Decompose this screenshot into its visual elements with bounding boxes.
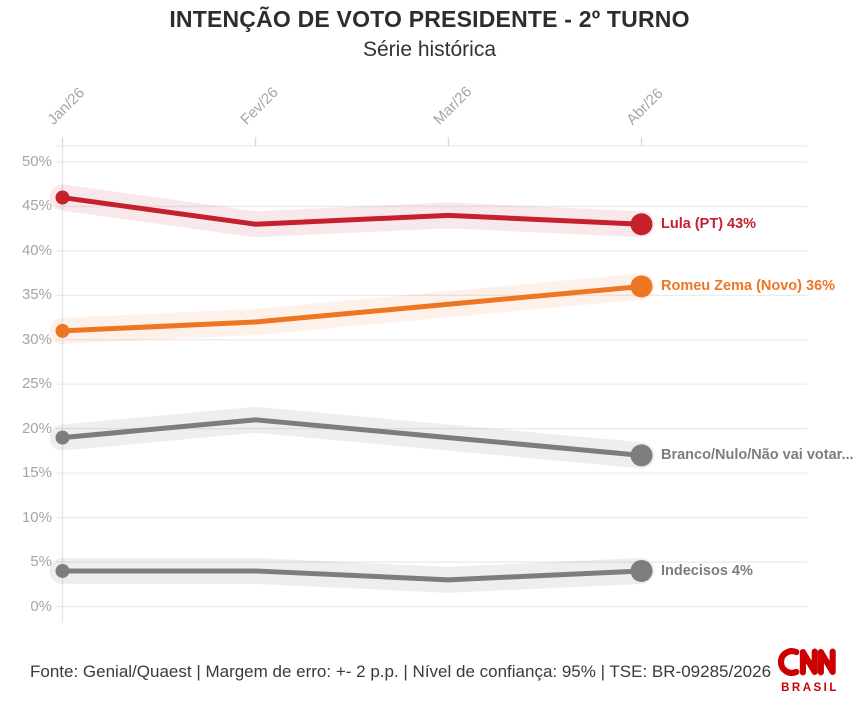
- series-end-label: Indecisos 4%: [661, 562, 753, 579]
- series-end-label: Branco/Nulo/Não vai votar...: [661, 447, 854, 464]
- series-end-dot: [630, 559, 653, 582]
- series-start-dot: [55, 323, 70, 338]
- series-line: [60, 568, 644, 583]
- y-axis-tick-label: 40%: [21, 241, 52, 259]
- series-end-dot: [630, 213, 653, 236]
- cnn-logo-icon: [777, 648, 836, 676]
- series-end-label: Romeu Zema (Novo) 36%: [661, 278, 836, 295]
- y-axis-tick-label: 5%: [30, 553, 52, 571]
- y-axis-tick-label: 35%: [21, 286, 52, 304]
- chart-title: INTENÇÃO DE VOTO PRESIDENTE - 2º TURNO: [169, 6, 690, 32]
- chart-subtitle: Série histórica: [362, 38, 497, 61]
- logo-brasil-text: BRASIL: [781, 682, 839, 694]
- y-axis-tick-label: 45%: [21, 197, 52, 215]
- series-start-dot: [55, 190, 70, 205]
- series-start-dot: [55, 430, 70, 445]
- y-axis-tick-label: 15%: [21, 464, 52, 482]
- y-axis-tick-label: 20%: [21, 419, 52, 437]
- cnn-brasil-logo: BRASIL: [774, 645, 846, 694]
- y-axis-tick-label: 10%: [21, 508, 52, 526]
- y-axis-tick-label: 25%: [21, 375, 52, 393]
- confidence-band: [49, 406, 655, 469]
- series-line: [60, 195, 644, 227]
- y-axis-tick-label: 50%: [21, 153, 52, 170]
- series-end-dot: [630, 275, 653, 298]
- series-line: [60, 417, 644, 458]
- series-line: [60, 283, 644, 334]
- series-end-label: Lula (PT) 43%: [661, 216, 757, 233]
- y-axis-tick-label: 30%: [21, 330, 52, 348]
- series-start-dot: [55, 563, 70, 578]
- source-footnote: Fonte: Genial/Quaest | Margem de erro: +…: [30, 662, 772, 681]
- y-axis-tick-label: 0%: [30, 597, 52, 615]
- series-end-dot: [630, 444, 653, 467]
